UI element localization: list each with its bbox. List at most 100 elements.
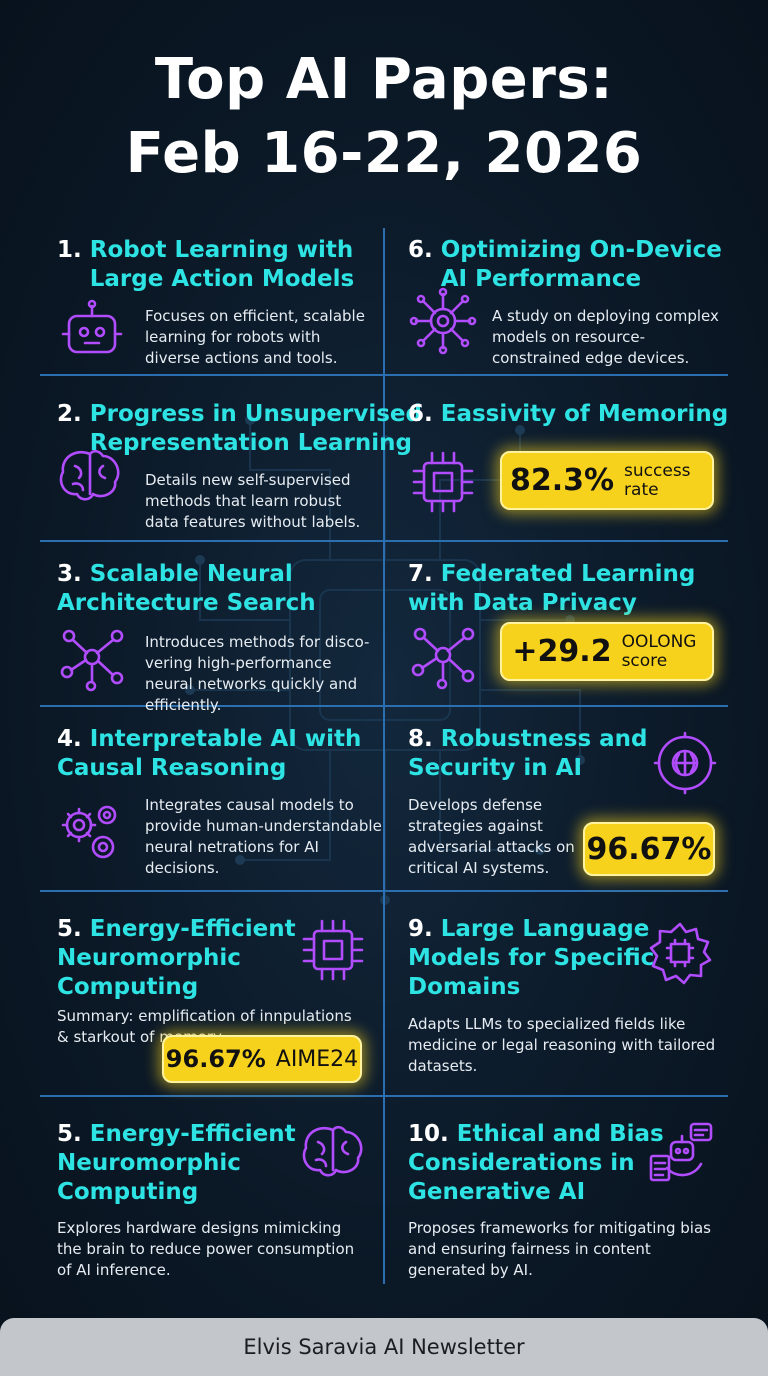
card-icon: [59, 449, 120, 501]
card-title-line: Representation Learning: [89, 430, 412, 456]
row-divider: [40, 374, 728, 376]
card-icon: [409, 287, 477, 355]
card-icon: [61, 805, 117, 859]
card-title-line: Federated Learning: [440, 561, 696, 587]
card-heading: 6. Optimizing On-Device AI Performance: [408, 236, 722, 294]
card-number: 4.: [57, 726, 82, 752]
card-title-line: Computing: [57, 974, 199, 1000]
card-title: Scalable Neural Architecture Search: [57, 561, 316, 618]
card-heading: 5. Energy-Efficient Neuromorphic Computing: [57, 915, 296, 1002]
card-icon: [649, 1122, 713, 1182]
card-title-line: Optimizing On-Device: [440, 237, 722, 263]
card-title-line: Robustness and: [440, 726, 648, 752]
card-icon: [302, 919, 364, 981]
metric-badge: 96.67%: [583, 822, 715, 876]
card-number: 5.: [57, 1121, 82, 1147]
row-divider: [40, 705, 728, 707]
metric-badge: 96.67% AIME24: [162, 1035, 362, 1083]
card-title-line: Large Action Models: [89, 266, 355, 292]
card-title: Robustness and Security in AI: [408, 726, 648, 783]
metric-badge: 82.3% success rate: [500, 451, 714, 510]
card-number: 1.: [57, 237, 82, 263]
card-description: Proposes frameworks for mitigating bias …: [408, 1219, 711, 1279]
card-title: Eassivity of Memoring: [441, 401, 729, 427]
card-title-line: Energy-Efficient: [89, 1121, 296, 1147]
card-icon: [411, 627, 475, 690]
card-number: 2.: [57, 401, 82, 427]
card-title-line: Causal Reasoning: [57, 755, 287, 781]
card-title-line: Generative AI: [408, 1179, 586, 1205]
badge-label: success rate: [624, 460, 691, 500]
card-title: Optimizing On-Device AI Performance: [441, 236, 722, 294]
badge-value: 96.67%: [165, 1045, 266, 1073]
footer: Elvis Saravia AI Newsletter: [0, 1318, 768, 1376]
card-icon: [653, 731, 717, 795]
card-title-line: Large Language: [440, 916, 650, 942]
card-title-line: Eassivity of Memoring: [440, 401, 729, 427]
card-heading: 2. Progress in Unsupervised Representation…: [57, 400, 422, 458]
card-title-line: Energy-Efficient: [89, 916, 296, 942]
card-title: Large Language Models for Specific Domains: [408, 916, 654, 1002]
card-icon: [61, 299, 123, 354]
card-title-line: Domains: [408, 974, 521, 1000]
card-description: Adapts LLMs to specialized fields like m…: [408, 1015, 716, 1075]
card-description: Details new self-supervised methods that…: [145, 471, 361, 531]
badge-value: 82.3%: [509, 463, 615, 498]
card-title: Robot Learning with Large Action Models: [90, 236, 354, 294]
card-title: Energy-Efficient Neuromorphic Computing: [57, 916, 296, 1002]
row-divider: [40, 890, 728, 892]
card-description: Focuses on efficient, scalable learning …: [145, 307, 365, 367]
card-title-line: Ethical and Bias: [456, 1121, 664, 1147]
card-title-line: Neuromorphic: [57, 1150, 241, 1176]
card-number: 9.: [408, 916, 433, 942]
card-heading: 4. Interpretable AI with Causal Reasoning: [57, 725, 361, 783]
card-title-line: Scalable Neural: [89, 561, 293, 587]
card-icon: [649, 922, 712, 985]
card-title: Ethical and Bias Considerations in Generat…: [408, 1121, 664, 1207]
row-divider: [40, 1095, 728, 1097]
card-title-line: with Data Privacy: [408, 590, 637, 616]
card-heading: 6. Eassivity of Memoring: [408, 400, 728, 429]
card-description: Integrates causal models to provide huma…: [145, 796, 382, 877]
card-title-line: Models for Specific: [408, 945, 655, 971]
card-title: Energy-Efficient Neuromorphic Computing: [57, 1121, 296, 1207]
card-title-line: Considerations in: [408, 1150, 635, 1176]
card-heading: 3. Scalable Neural Architecture Search: [57, 560, 316, 618]
title-line: Top AI Papers:: [154, 47, 614, 112]
card-title: Progress in Unsupervised Representation L…: [90, 400, 422, 458]
card-number: 6.: [408, 401, 433, 427]
card-number: 3.: [57, 561, 82, 587]
card-heading: 7. Federated Learning with Data Privacy: [408, 560, 695, 618]
badge-label: AIME24: [275, 1046, 359, 1072]
card-heading: 1. Robot Learning with Large Action Models: [57, 236, 354, 294]
title-line: Feb 16-22, 2026: [125, 121, 643, 186]
card-heading: 5. Energy-Efficient Neuromorphic Computing: [57, 1120, 296, 1207]
card-heading: 10. Ethical and Bias Considerations in Gene…: [408, 1120, 664, 1207]
card-number: 5.: [57, 916, 82, 942]
card-title-line: Interpretable AI with: [89, 726, 362, 752]
column-divider: [383, 228, 385, 1284]
card-description: Explores hardware designs mimicking the …: [57, 1219, 355, 1279]
card-description: A study on deploying complex models on r…: [492, 307, 719, 367]
card-title-line: Computing: [57, 1179, 199, 1205]
card-number: 7.: [408, 561, 433, 587]
card-icon: [302, 1125, 363, 1177]
card-title: Interpretable AI with Causal Reasoning: [57, 726, 361, 783]
card-title-line: AI Performance: [440, 266, 642, 292]
card-number: 8.: [408, 726, 433, 752]
card-description: Introduces methods for disco- vering hig…: [145, 633, 370, 714]
card-title-line: Neuromorphic: [57, 945, 241, 971]
row-divider: [40, 540, 728, 542]
badge-value: +29.2: [512, 634, 612, 669]
card-number: 10.: [408, 1121, 449, 1147]
card-title-line: Progress in Unsupervised: [89, 401, 422, 427]
card-description: Develops defense strategies against adve…: [408, 796, 575, 877]
card-icon: [412, 451, 474, 513]
card-number: 6.: [408, 237, 433, 263]
card-heading: 8. Robustness and Security in AI: [408, 725, 648, 783]
footer-text: Elvis Saravia AI Newsletter: [243, 1335, 525, 1359]
badge-label: OOLONG score: [621, 631, 697, 671]
card-title-line: Architecture Search: [57, 590, 316, 616]
card-title-line: Security in AI: [408, 755, 583, 781]
